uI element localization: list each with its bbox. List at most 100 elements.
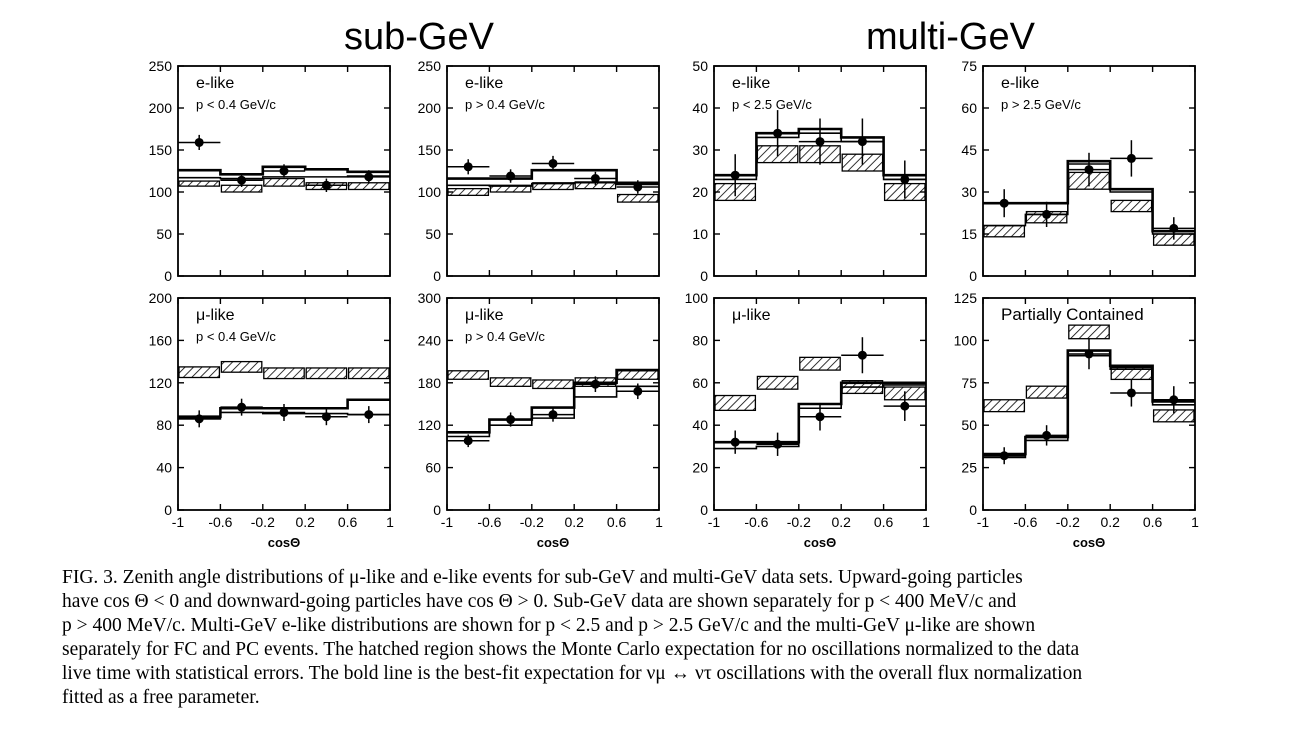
data-point: [506, 171, 516, 181]
x-tick-label: 1: [655, 514, 663, 530]
y-tick-label: 120: [149, 375, 173, 391]
y-tick-label: 150: [149, 142, 173, 158]
data-point: [548, 410, 558, 420]
mc-no-osc-box: [616, 193, 659, 203]
x-tick-label: -1: [172, 514, 185, 530]
x-axis-label: cosΘ: [804, 535, 837, 550]
data-point: [857, 350, 867, 360]
caption-line: FIG. 3. Zenith angle distributions of μ-…: [62, 567, 1023, 588]
data-point: [463, 436, 473, 446]
y-tick-label: 180: [418, 375, 442, 391]
data-point: [237, 175, 247, 185]
histogram-panel: 0 25 50 75 100 125 -1 -0.6 -0.2 0.2 0.6 1 cosΘ Partia…: [954, 290, 1199, 550]
x-tick-label: -0.2: [1056, 514, 1080, 530]
x-tick-label: -0.2: [787, 514, 811, 530]
mc-no-osc-box: [1110, 199, 1153, 213]
panel-sublabel: p < 0.4 GeV/c: [196, 329, 276, 344]
data-point: [590, 379, 600, 389]
y-tick-label: 0: [433, 502, 441, 518]
mc-no-osc-box: [447, 370, 490, 380]
x-tick-label: 0.6: [607, 514, 627, 530]
data-point: [773, 439, 783, 449]
x-tick-label: -0.6: [477, 514, 501, 530]
y-tick-label: 125: [954, 290, 978, 306]
data-point: [1042, 209, 1052, 219]
x-tick-label: -1: [977, 514, 990, 530]
data-point: [237, 402, 247, 412]
x-tick-label: 0.6: [1143, 514, 1163, 530]
data-point: [1084, 349, 1094, 359]
mc-no-osc-box: [714, 394, 757, 412]
mc-no-osc-box: [489, 184, 532, 193]
mc-no-osc-box: [799, 356, 841, 371]
x-tick-label: 1: [1191, 514, 1199, 530]
x-axis-label: cosΘ: [268, 535, 301, 550]
x-tick-label: -1: [708, 514, 721, 530]
y-tick-label: 100: [685, 290, 709, 306]
y-tick-label: 0: [969, 502, 977, 518]
x-tick-label: 0.2: [1100, 514, 1120, 530]
data-point: [194, 414, 204, 424]
caption-line: live time with statistical errors. The b…: [62, 663, 1083, 684]
histogram-panel: 0 20 40 60 80 100 -1 -0.6 -0.2 0.2 0.6 1 cosΘ μ-like: [685, 290, 930, 550]
mc-no-osc-box: [983, 224, 1026, 238]
data-point: [730, 170, 740, 180]
panel-sublabel: p > 0.4 GeV/c: [465, 97, 545, 112]
mc-no-osc-box: [178, 180, 221, 187]
x-tick-label: -0.6: [744, 514, 768, 530]
best-fit-step-line: [447, 368, 659, 434]
data-point: [321, 180, 331, 190]
y-tick-label: 200: [418, 100, 442, 116]
y-tick-label: 25: [961, 460, 977, 476]
panel-label: μ-like: [465, 307, 504, 324]
plot-frame: [982, 65, 1196, 277]
y-tick-label: 40: [692, 100, 708, 116]
y-tick-label: 60: [425, 460, 441, 476]
panel-sublabel: p < 0.4 GeV/c: [196, 97, 276, 112]
y-tick-label: 200: [149, 100, 173, 116]
mc-no-osc-box: [756, 375, 799, 390]
data-point: [1169, 395, 1179, 405]
data-point: [548, 158, 558, 168]
y-tick-label: 100: [954, 332, 978, 348]
y-tick-label: 40: [156, 460, 172, 476]
x-tick-label: 1: [922, 514, 930, 530]
panel-label: e-like: [465, 75, 503, 92]
y-tick-label: 30: [961, 184, 977, 200]
y-tick-label: 0: [164, 268, 172, 284]
mc-no-osc-box: [305, 367, 348, 380]
mc-no-osc-box: [347, 182, 390, 191]
histogram-panel: 0 50 100 150 200 250 e-like p > 0.4 GeV/c: [418, 58, 660, 284]
data-point: [1126, 153, 1136, 163]
y-tick-label: 250: [418, 58, 442, 74]
y-tick-label: 120: [418, 417, 442, 433]
x-tick-label: 0.2: [831, 514, 851, 530]
mc-no-osc-box: [983, 399, 1026, 413]
data-point: [590, 174, 600, 184]
panel-sublabel: p < 2.5 GeV/c: [732, 97, 812, 112]
mc-no-osc-box: [263, 177, 305, 187]
y-tick-label: 80: [156, 417, 172, 433]
data-point: [999, 198, 1009, 208]
mc-no-osc-box: [263, 367, 305, 380]
y-tick-label: 50: [961, 417, 977, 433]
histogram-panel: 0 50 100 150 200 250 e-like p < 0.4 GeV/c: [149, 58, 391, 284]
panel-sublabel: p > 2.5 GeV/c: [1001, 97, 1081, 112]
data-point: [900, 174, 910, 184]
x-tick-label: -0.6: [208, 514, 232, 530]
mc-no-osc-box: [178, 366, 221, 379]
data-point: [506, 415, 516, 425]
y-tick-label: 50: [156, 226, 172, 242]
data-point: [364, 410, 374, 420]
data-point: [730, 437, 740, 447]
y-tick-label: 80: [692, 332, 708, 348]
mc-no-osc-box: [489, 377, 532, 387]
y-tick-label: 15: [961, 226, 977, 242]
data-point: [999, 451, 1009, 461]
caption-line: p > 400 MeV/c. Multi-GeV e-like distribu…: [62, 615, 1036, 636]
panel-label: e-like: [732, 75, 770, 92]
plot-frame: [982, 297, 1196, 511]
data-point: [463, 162, 473, 172]
mc-no-osc-box: [347, 367, 390, 380]
